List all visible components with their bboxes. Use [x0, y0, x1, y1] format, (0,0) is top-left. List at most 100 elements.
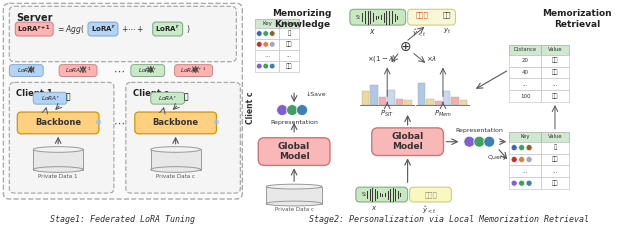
Text: $\cdots$: $\cdots$	[113, 118, 125, 128]
Bar	[426, 99, 433, 105]
Text: Private Data 1: Private Data 1	[38, 174, 78, 179]
Bar	[541, 165, 569, 177]
Circle shape	[263, 63, 269, 69]
Text: Query: Query	[488, 154, 507, 160]
Text: $)$: $)$	[186, 23, 190, 35]
Text: $\times(1-\lambda)$: $\times(1-\lambda)$	[367, 54, 397, 64]
Bar	[255, 50, 279, 61]
Bar	[541, 142, 569, 154]
Text: ...: ...	[522, 82, 528, 87]
Circle shape	[263, 42, 269, 47]
FancyBboxPatch shape	[135, 112, 216, 134]
Text: $+ \cdots +$: $+ \cdots +$	[121, 24, 144, 34]
Circle shape	[526, 145, 532, 151]
Bar	[255, 61, 279, 72]
Bar	[509, 132, 541, 142]
Bar	[509, 45, 541, 55]
Bar	[266, 186, 322, 204]
FancyBboxPatch shape	[3, 3, 243, 199]
Circle shape	[263, 31, 269, 36]
Bar	[443, 91, 451, 105]
Bar	[541, 177, 569, 189]
Text: 20: 20	[522, 58, 529, 63]
Bar	[279, 28, 299, 39]
Ellipse shape	[33, 167, 83, 172]
Text: $\oplus$: $\oplus$	[399, 40, 412, 54]
Text: Value: Value	[282, 21, 297, 26]
Bar	[255, 19, 279, 28]
Circle shape	[474, 136, 484, 147]
Text: ...: ...	[287, 53, 292, 58]
Circle shape	[257, 31, 262, 36]
Bar	[279, 19, 299, 28]
FancyBboxPatch shape	[175, 65, 212, 77]
Circle shape	[511, 157, 517, 162]
Text: 🔥: 🔥	[66, 93, 70, 102]
Text: ...: ...	[264, 52, 271, 58]
Bar	[509, 90, 541, 102]
Text: 经济: 经济	[442, 11, 451, 18]
Bar	[541, 78, 569, 90]
Text: Representation: Representation	[456, 128, 503, 133]
Text: S:: S:	[362, 192, 367, 197]
Circle shape	[511, 180, 517, 186]
Text: $P_{SIT}$: $P_{SIT}$	[380, 109, 394, 119]
FancyBboxPatch shape	[33, 92, 67, 104]
Text: $LoRA^{r}$: $LoRA^{r}$	[158, 94, 177, 103]
Text: Global
Model: Global Model	[278, 142, 310, 161]
Text: $\cdots$: $\cdots$	[113, 66, 125, 76]
FancyBboxPatch shape	[59, 65, 97, 77]
Text: Key: Key	[262, 21, 272, 26]
Circle shape	[518, 180, 525, 186]
Circle shape	[257, 63, 262, 69]
Text: Value: Value	[548, 47, 563, 52]
Bar	[255, 39, 279, 50]
Circle shape	[269, 42, 275, 47]
Text: 经济: 经济	[286, 63, 292, 69]
FancyBboxPatch shape	[151, 92, 184, 104]
Text: $P_{Mem}$: $P_{Mem}$	[434, 109, 452, 119]
FancyBboxPatch shape	[410, 187, 451, 202]
Bar	[151, 150, 200, 169]
Bar	[541, 154, 569, 165]
Circle shape	[257, 42, 262, 47]
Text: S:: S:	[356, 15, 361, 20]
Text: Memorizing
Knowledge: Memorizing Knowledge	[273, 9, 332, 29]
FancyBboxPatch shape	[350, 9, 406, 25]
Text: Key: Key	[520, 134, 530, 139]
Bar	[33, 150, 83, 169]
Circle shape	[269, 63, 275, 69]
Bar	[541, 45, 569, 55]
Text: Private Data c: Private Data c	[156, 174, 195, 179]
FancyBboxPatch shape	[10, 65, 44, 77]
Ellipse shape	[33, 147, 83, 152]
Bar	[509, 55, 541, 67]
Text: ...: ...	[552, 169, 557, 174]
Bar	[371, 85, 378, 105]
Text: 经济: 经济	[552, 58, 558, 63]
Text: Private Data c: Private Data c	[275, 207, 314, 212]
Text: Backbone: Backbone	[152, 118, 198, 128]
Circle shape	[511, 145, 517, 151]
Bar	[541, 132, 569, 142]
Bar	[509, 177, 541, 189]
Text: 对欧洲: 对欧洲	[424, 191, 437, 198]
FancyBboxPatch shape	[131, 65, 164, 77]
Text: ↓Save: ↓Save	[306, 92, 326, 97]
Text: $LoRA^{r+1}$: $LoRA^{r+1}$	[65, 66, 91, 75]
Text: $LoRA^{r}$: $LoRA^{r}$	[138, 66, 157, 75]
Circle shape	[276, 105, 287, 116]
Text: Server: Server	[17, 13, 53, 23]
Ellipse shape	[151, 167, 200, 172]
Circle shape	[526, 180, 532, 186]
Text: $y_t$: $y_t$	[444, 27, 452, 36]
Bar	[279, 50, 299, 61]
Text: $x$: $x$	[369, 27, 376, 36]
Text: 经济: 经济	[552, 180, 558, 186]
Bar	[435, 101, 442, 105]
Bar	[451, 97, 459, 105]
Text: Distance: Distance	[513, 47, 537, 52]
Bar	[509, 165, 541, 177]
Text: Representation: Representation	[270, 120, 318, 125]
Text: 对欧洲: 对欧洲	[415, 11, 428, 18]
